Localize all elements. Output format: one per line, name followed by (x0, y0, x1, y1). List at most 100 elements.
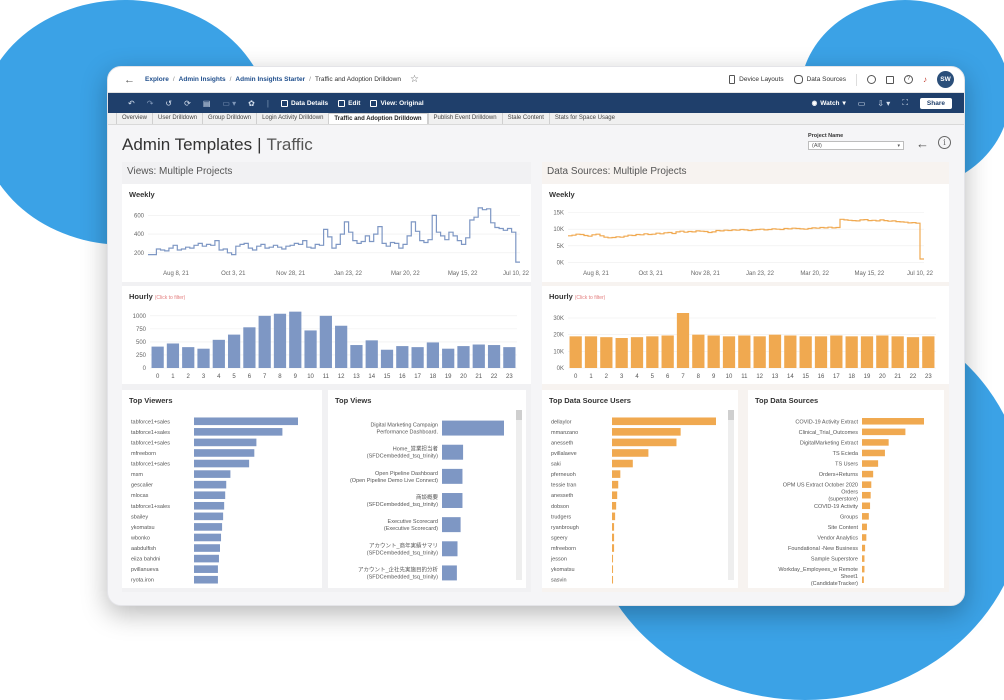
fullscreen-icon[interactable]: ⛶ (902, 98, 908, 107)
tab-overview[interactable]: Overview (116, 113, 152, 124)
title-text: Admin Templates (122, 135, 253, 154)
x-tick-label: 22 (910, 374, 917, 380)
notes-icon[interactable] (886, 75, 894, 84)
x-tick-label: 12 (338, 374, 345, 380)
tab-traffic-and-adoption-drilldown[interactable]: Traffic and Adoption Drilldown (328, 113, 428, 124)
bar-label: COVID-19 Activity Extract (795, 419, 858, 425)
back-arrow-icon[interactable]: ← (916, 136, 929, 151)
help-icon[interactable]: ? (904, 75, 913, 84)
scroll-thumb[interactable] (516, 410, 522, 420)
bar (194, 544, 220, 552)
bar (600, 337, 613, 368)
edit-button[interactable]: Edit (338, 99, 361, 107)
bar (182, 347, 195, 368)
x-tick-label: 10 (726, 374, 733, 380)
x-tick-label: Jul 10, 22 (503, 271, 530, 277)
bar-label: saki (551, 462, 561, 468)
bar (380, 349, 394, 368)
bar-label: anesseth (551, 493, 573, 499)
bar-label: ryota.iron (131, 578, 154, 584)
bar-label: Orders (841, 490, 858, 496)
x-tick-label: Aug 8, 21 (163, 271, 189, 277)
data-sources-section-title: Data Sources: Multiple Projects (547, 166, 687, 177)
title-separator: | (257, 135, 262, 154)
x-tick-label: 3 (202, 374, 206, 380)
refresh-icon[interactable]: ⟳ (184, 98, 191, 108)
bar (442, 565, 457, 581)
undo-icon[interactable]: ↶ (128, 98, 135, 108)
breadcrumb-explore[interactable]: Explore (145, 76, 169, 83)
tab-user-drilldown[interactable]: User Drilldown (152, 113, 202, 124)
comments-icon[interactable]: ▭ (857, 98, 866, 108)
bar (304, 330, 317, 368)
bar (784, 335, 797, 368)
scroll-thumb[interactable] (728, 410, 734, 420)
pause-updates-icon[interactable]: ▤ (202, 98, 211, 108)
bar-label: jesson (550, 557, 567, 563)
breadcrumb-admin-insights[interactable]: Admin Insights (178, 76, 226, 83)
tab-stats-for-space-usage[interactable]: Stats for Space Usage (548, 113, 620, 124)
x-tick-label: Jan 23, 22 (746, 271, 775, 277)
bar-label: sgeery (551, 535, 568, 541)
ds-weekly-title: Weekly (549, 190, 575, 199)
project-filter-select[interactable]: (All) ▾ (808, 141, 904, 150)
bar (906, 337, 920, 368)
avatar[interactable]: SW (937, 71, 954, 88)
bar-label: Vendor Analytics (817, 535, 858, 541)
tab-group-drilldown[interactable]: Group Drilldown (202, 113, 256, 124)
bar (768, 334, 782, 368)
edit-label: Edit (348, 99, 361, 107)
bar (612, 428, 681, 436)
bar-label: anesseth (551, 440, 573, 446)
watch-button[interactable]: ◉ Watch ▾ (812, 99, 846, 108)
top-bar: ← Explore / Admin Insights / Admin Insig… (108, 67, 964, 93)
bar (862, 428, 906, 436)
x-tick-label: 23 (506, 374, 513, 380)
x-tick-label: Jul 10, 22 (907, 271, 934, 277)
bar-label: dellaylor (551, 419, 572, 425)
views-hourly-title-text: Hourly (129, 292, 153, 301)
revert-icon[interactable]: ↺ (165, 98, 173, 108)
view-label: View: Original (380, 99, 424, 107)
data-sources-button[interactable]: Data Sources (793, 75, 846, 84)
bar-label: eiiza bahdni (131, 557, 160, 563)
top-views-scrollbar[interactable] (516, 410, 522, 580)
bar-label: tabforce1+sales (131, 419, 170, 425)
x-tick-label: 0 (156, 374, 160, 380)
bar (197, 348, 210, 368)
bar (194, 565, 218, 573)
info-icon[interactable]: i (938, 136, 951, 149)
tab-stale-content[interactable]: Stale Content (501, 113, 549, 124)
top-ds-users-scrollbar[interactable] (728, 410, 734, 580)
search-icon[interactable] (867, 75, 876, 84)
bar (194, 480, 227, 489)
bar (862, 534, 867, 541)
x-tick-label: 20 (460, 374, 467, 380)
metrics-icon[interactable]: ✿ (248, 98, 255, 108)
favorite-star-icon[interactable]: ☆ (409, 74, 419, 85)
share-button[interactable]: Share (919, 97, 952, 109)
back-arrow-icon[interactable]: ← (124, 73, 135, 86)
tab-login-activity-drilldown[interactable]: Login Activity Drilldown (256, 113, 328, 124)
x-tick-label: 20 (879, 374, 886, 380)
view-button[interactable]: View: Original (370, 99, 424, 107)
ds-hourly-panel: Hourly (Click to filter) 0K 10K 20K 30K 0 1 2 3 4… (542, 286, 949, 384)
bar (457, 346, 470, 368)
views-section-title: Views: Multiple Projects (127, 166, 233, 177)
bar (612, 417, 716, 426)
notification-bell-icon[interactable]: ♪ (923, 75, 927, 84)
device-icon (729, 75, 736, 84)
bar-label: mfreeborn (551, 546, 576, 552)
x-tick-label: 19 (864, 374, 871, 380)
device-layouts-button[interactable]: Device Layouts (729, 75, 784, 84)
breadcrumb-admin-insights-starter[interactable]: Admin Insights Starter (235, 76, 306, 83)
download-icon[interactable]: ⇩ ▾ (877, 98, 891, 108)
tab-publish-event-drilldown[interactable]: Publish Event Drilldown (427, 113, 502, 124)
x-tick-label: 18 (848, 374, 855, 380)
bar-label: sasvin (551, 578, 567, 584)
x-tick-label: 22 (491, 374, 498, 380)
bar-label: Groups (840, 514, 858, 520)
data-details-button[interactable]: Data Details (280, 99, 328, 107)
